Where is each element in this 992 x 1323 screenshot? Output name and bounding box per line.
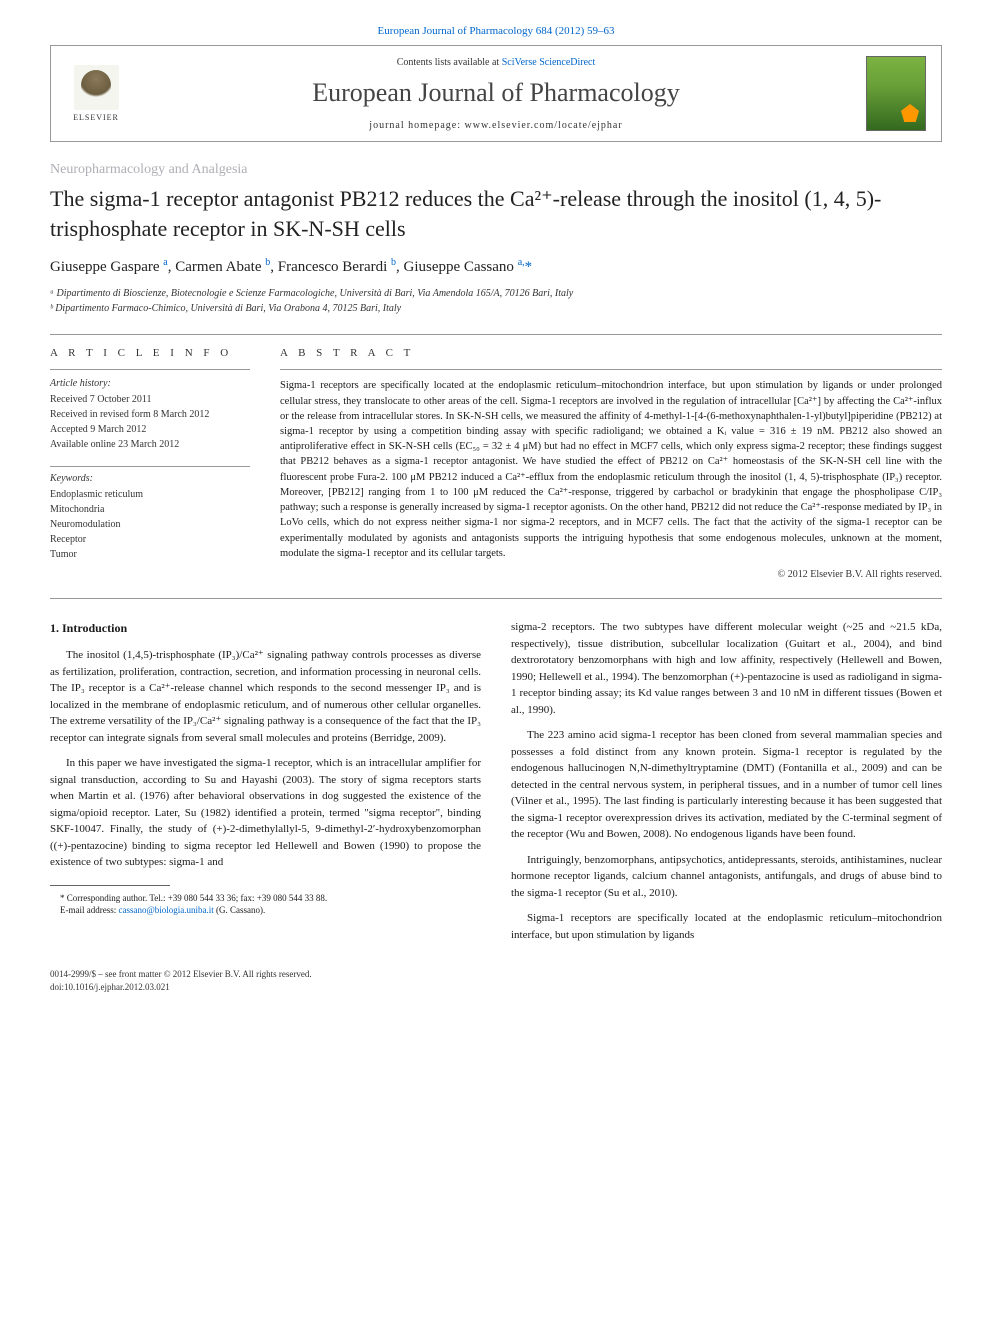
corresponding-footnote: * Corresponding author. Tel.: +39 080 54… <box>50 892 481 905</box>
article-info: A R T I C L E I N F O Article history: R… <box>50 347 250 580</box>
keywords-divider <box>50 466 250 467</box>
elsevier-tree-icon <box>74 65 119 110</box>
body-paragraph: The 223 amino acid sigma-1 receptor has … <box>511 727 942 843</box>
keyword-item: Receptor <box>50 532 250 547</box>
keywords-label: Keywords: <box>50 473 250 484</box>
info-divider <box>50 369 250 370</box>
keyword-item: Endoplasmic reticulum <box>50 487 250 502</box>
keyword-item: Neuromodulation <box>50 517 250 532</box>
info-abstract-row: A R T I C L E I N F O Article history: R… <box>50 347 942 580</box>
body-paragraph: sigma-2 receptors. The two subtypes have… <box>511 619 942 718</box>
abstract-text: Sigma-1 receptors are specifically locat… <box>280 378 942 561</box>
sciencedirect-link[interactable]: SciVerse ScienceDirect <box>502 57 596 68</box>
issn-line: 0014-2999/$ – see front matter © 2012 El… <box>50 968 942 981</box>
journal-header-box: ELSEVIER Contents lists available at Sci… <box>50 45 942 142</box>
affiliation-a: ᵃ Dipartimento di Bioscienze, Biotecnolo… <box>50 286 942 301</box>
email-suffix: (G. Cassano). <box>214 905 266 915</box>
journal-cover-icon <box>866 56 926 131</box>
elsevier-label: ELSEVIER <box>73 113 119 122</box>
abstract-column: A B S T R A C T Sigma-1 receptors are sp… <box>280 347 942 580</box>
homepage-url[interactable]: www.elsevier.com/locate/ejphar <box>465 120 623 131</box>
abstract-heading: A B S T R A C T <box>280 347 942 359</box>
footnote-divider <box>50 885 170 886</box>
contents-line: Contents lists available at SciVerse Sci… <box>126 57 866 68</box>
history-item: Received in revised form 8 March 2012 <box>50 407 250 422</box>
divider-top <box>50 334 942 335</box>
body-paragraph: In this paper we have investigated the s… <box>50 755 481 871</box>
section-label: Neuropharmacology and Analgesia <box>50 162 942 178</box>
citation-header: European Journal of Pharmacology 684 (20… <box>50 25 942 37</box>
journal-name: European Journal of Pharmacology <box>126 78 866 108</box>
keyword-item: Mitochondria <box>50 502 250 517</box>
footer: 0014-2999/$ – see front matter © 2012 El… <box>50 968 942 993</box>
email-footnote: E-mail address: cassano@biologia.uniba.i… <box>50 904 481 917</box>
body-left-column: 1. Introduction The inositol (1,4,5)-tri… <box>50 619 481 952</box>
doi-line: doi:10.1016/j.ejphar.2012.03.021 <box>50 981 942 994</box>
keywords-section: Keywords: Endoplasmic reticulum Mitochon… <box>50 466 250 562</box>
contents-prefix: Contents lists available at <box>397 57 502 68</box>
intro-heading: 1. Introduction <box>50 619 481 637</box>
affiliation-b: ᵇ Dipartimento Farmaco-Chimico, Universi… <box>50 301 942 316</box>
affiliations: ᵃ Dipartimento di Bioscienze, Biotecnolo… <box>50 286 942 316</box>
body-paragraph: Sigma-1 receptors are specifically locat… <box>511 910 942 943</box>
divider-mid <box>50 598 942 599</box>
history-item: Available online 23 March 2012 <box>50 437 250 452</box>
body-right-column: sigma-2 receptors. The two subtypes have… <box>511 619 942 952</box>
header-center: Contents lists available at SciVerse Sci… <box>126 57 866 131</box>
history-item: Received 7 October 2011 <box>50 392 250 407</box>
authors: Giuseppe Gaspare a, Carmen Abate b, Fran… <box>50 257 942 276</box>
homepage-prefix: journal homepage: <box>369 120 464 131</box>
email-label: E-mail address: <box>60 905 118 915</box>
article-title: The sigma-1 receptor antagonist PB212 re… <box>50 184 942 243</box>
homepage-line: journal homepage: www.elsevier.com/locat… <box>126 120 866 131</box>
abstract-divider <box>280 369 942 370</box>
history-item: Accepted 9 March 2012 <box>50 422 250 437</box>
elsevier-logo: ELSEVIER <box>66 61 126 126</box>
body-columns: 1. Introduction The inositol (1,4,5)-tri… <box>50 619 942 952</box>
keyword-item: Tumor <box>50 547 250 562</box>
abstract-copyright: © 2012 Elsevier B.V. All rights reserved… <box>280 569 942 580</box>
body-paragraph: Intriguingly, benzomorphans, antipsychot… <box>511 852 942 902</box>
body-paragraph: The inositol (1,4,5)-trisphosphate (IP₃)… <box>50 647 481 746</box>
email-link[interactable]: cassano@biologia.uniba.it <box>118 905 213 915</box>
info-heading: A R T I C L E I N F O <box>50 347 250 359</box>
history-label: Article history: <box>50 378 250 389</box>
